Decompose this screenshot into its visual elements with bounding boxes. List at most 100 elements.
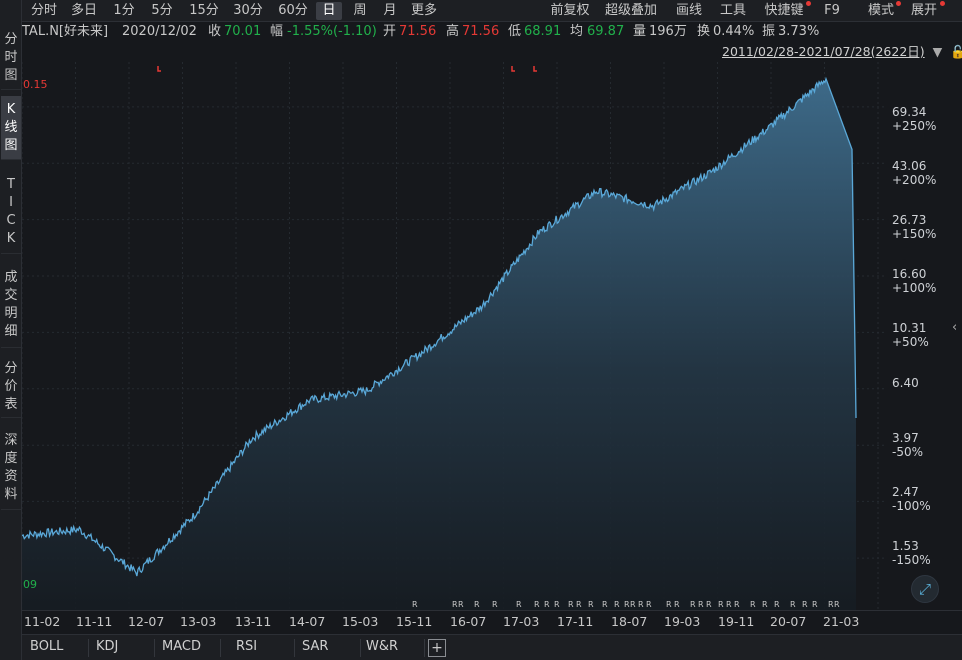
- side-tab-0[interactable]: 分时图: [1, 26, 21, 90]
- collapse-arrow-icon[interactable]: ‹: [952, 320, 958, 335]
- time-tick-label: 12-07: [128, 614, 165, 629]
- toolbar-item-7[interactable]: 展开: [908, 1, 945, 20]
- side-tab-char: K: [6, 101, 16, 117]
- change-label: 幅: [270, 24, 284, 39]
- avg-label: 均: [570, 24, 584, 39]
- close-label: 收: [208, 24, 222, 39]
- time-tick-label: 13-03: [180, 614, 217, 629]
- time-tick-label: 15-11: [396, 614, 433, 629]
- volume-label: 量: [633, 24, 647, 39]
- open-value: 71.56: [399, 24, 437, 39]
- period-tab-1[interactable]: 多日: [70, 3, 97, 18]
- svg-text:R: R: [492, 600, 498, 609]
- toolbar-item-4[interactable]: 快捷键: [762, 1, 811, 20]
- period-toolbar: 分时 多日 1分 5分 15分 30分 60分日周 月更多 前复权 超级叠加 画线 工具 快捷键 F9 模式…: [22, 0, 962, 22]
- indicator-tab-rsi[interactable]: RSI: [236, 639, 258, 654]
- period-tab-8[interactable]: 周: [353, 3, 367, 18]
- svg-text:R: R: [726, 600, 732, 609]
- svg-text:R: R: [762, 600, 768, 609]
- low-value: 68.91: [524, 24, 562, 39]
- svg-text:R: R: [624, 600, 630, 609]
- percent-tick-value: +250%: [892, 119, 937, 133]
- svg-text:R: R: [690, 600, 696, 609]
- event-marker: [533, 66, 537, 72]
- side-tab-char: 料: [4, 486, 18, 502]
- side-tab-5[interactable]: 深度资料: [1, 426, 21, 510]
- side-tab-char: 分: [4, 360, 18, 376]
- time-tick-label: 19-03: [664, 614, 701, 629]
- side-tab-3[interactable]: 成交明细: [1, 262, 21, 348]
- indicator-tab-kdj[interactable]: KDJ: [96, 639, 119, 654]
- toolbar-item-5[interactable]: F9: [824, 3, 840, 18]
- period-tab-10[interactable]: 更多: [410, 3, 437, 18]
- indicator-separator: [424, 639, 425, 657]
- indicator-separator: [88, 639, 89, 657]
- side-tab-char: 价: [4, 378, 18, 394]
- period-tab-4[interactable]: 15分: [189, 3, 219, 18]
- svg-text:R: R: [802, 600, 808, 609]
- price-tick: 10.31 +50%: [892, 321, 929, 349]
- indicator-tab-wandr[interactable]: W&R: [366, 639, 399, 654]
- percent-tick-value: -150%: [892, 553, 931, 567]
- indicator-separator: [154, 639, 155, 657]
- svg-text:R: R: [718, 600, 724, 609]
- period-tab-6[interactable]: 60分: [278, 3, 308, 18]
- time-tick-label: 14-07: [289, 614, 326, 629]
- svg-text:R: R: [576, 600, 582, 609]
- toolbar-item-1[interactable]: 超级叠加: [604, 3, 657, 18]
- percent-tick-value: +150%: [892, 227, 937, 241]
- period-tab-0[interactable]: 分时: [30, 3, 57, 18]
- zoom-fit-icon[interactable]: ⤢: [911, 575, 939, 603]
- high-label: 高: [446, 24, 460, 39]
- indicator-tab-macd[interactable]: MACD: [162, 639, 201, 654]
- toolbar-item-0[interactable]: 前复权: [550, 3, 590, 18]
- period-tab-7[interactable]: 日: [316, 2, 342, 20]
- svg-text:R: R: [602, 600, 608, 609]
- price-tick: 69.34 +250%: [892, 105, 936, 133]
- indicator-tab-boll[interactable]: BOLL: [30, 639, 64, 654]
- price-tick-value: 1.53: [892, 539, 919, 553]
- period-tab-2[interactable]: 1分: [113, 3, 135, 18]
- svg-text:R: R: [412, 600, 418, 609]
- time-tick-label: 21-03: [823, 614, 860, 629]
- price-tick: 6.40: [892, 376, 919, 390]
- side-tab-char: 成: [4, 269, 18, 285]
- date-range-text[interactable]: 2011/02/28-2021/07/28(2622日): [722, 44, 925, 59]
- period-tab-3[interactable]: 5分: [151, 3, 173, 18]
- period-tab-5[interactable]: 30分: [233, 3, 263, 18]
- dropdown-triangle-icon[interactable]: ▼: [932, 44, 943, 59]
- svg-text:R: R: [812, 600, 818, 609]
- svg-text:R: R: [674, 600, 680, 609]
- time-tick-label: 17-11: [557, 614, 594, 629]
- svg-text:R: R: [750, 600, 756, 609]
- price-area: [22, 78, 856, 610]
- side-tab-char: C: [6, 212, 16, 228]
- time-tick-label: 19-11: [718, 614, 755, 629]
- date-range-selector[interactable]: 2011/02/28-2021/07/28(2622日) ▼ 🔓: [722, 43, 962, 61]
- lock-icon[interactable]: 🔓: [950, 44, 962, 59]
- indicator-tab-sar[interactable]: SAR: [302, 639, 329, 654]
- amplitude-value: 3.73%: [778, 24, 820, 39]
- add-indicator-button[interactable]: +: [428, 639, 446, 657]
- price-tick: 16.60 +100%: [892, 267, 936, 295]
- price-line: [22, 76, 857, 577]
- side-tab-char: 时: [4, 49, 18, 65]
- avg-value: 69.87: [587, 24, 625, 39]
- percent-tick-value: +50%: [892, 335, 929, 349]
- toolbar-item-6[interactable]: 模式: [866, 1, 901, 20]
- svg-text:R: R: [474, 600, 480, 609]
- price-tick-value: 69.34: [892, 105, 927, 119]
- change-value: -1.55%(-1.10): [287, 24, 377, 39]
- period-tab-9[interactable]: 月: [383, 3, 397, 18]
- svg-text:R: R: [828, 600, 834, 609]
- toolbar-item-2[interactable]: 画线: [675, 3, 702, 18]
- toolbar-item-3[interactable]: 工具: [719, 3, 746, 18]
- side-tab-4[interactable]: 分价表: [1, 356, 21, 418]
- time-tick-label: 13-11: [235, 614, 272, 629]
- indicator-separator: [220, 639, 221, 657]
